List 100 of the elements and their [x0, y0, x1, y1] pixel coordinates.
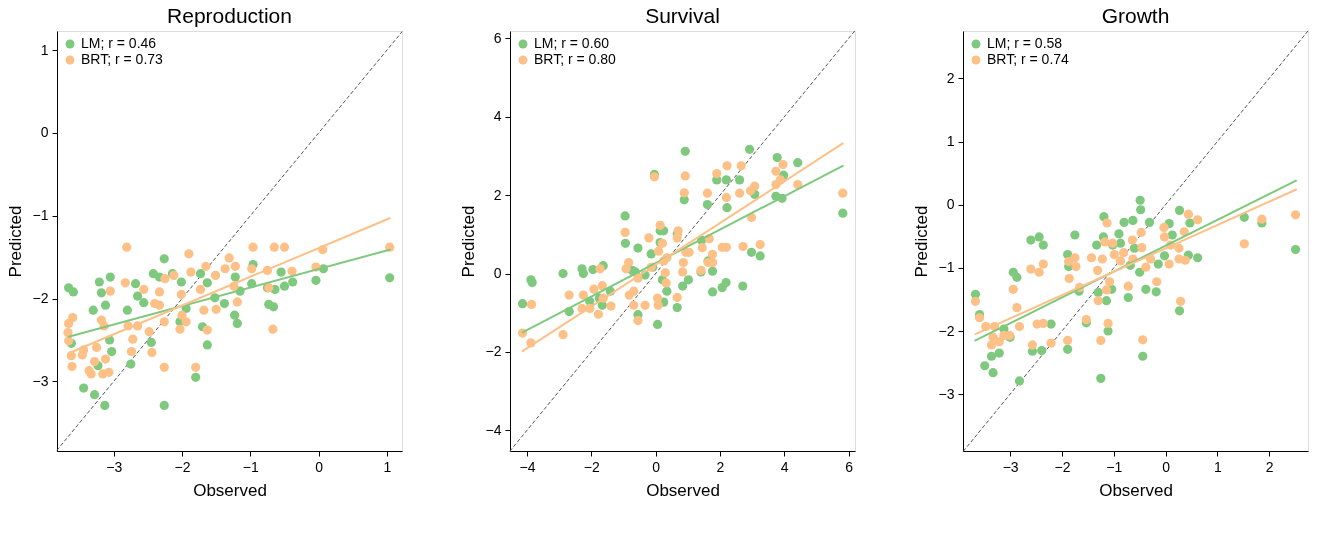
x-tick-label: −2	[1054, 458, 1071, 475]
point	[678, 281, 688, 291]
point	[1136, 205, 1146, 215]
x-tick-label: 2	[716, 458, 725, 475]
y-tick-label: −2	[485, 343, 502, 360]
legend-label: BRT; r = 0.73	[81, 51, 164, 67]
y-tick-label: −2	[32, 290, 49, 307]
point	[755, 251, 765, 261]
legend-label: BRT; r = 0.74	[987, 51, 1070, 67]
point	[633, 243, 643, 253]
point	[1026, 235, 1036, 245]
point	[202, 278, 212, 288]
y-tick-label: 1	[946, 133, 955, 150]
point	[1193, 253, 1203, 263]
x-tick-label: 4	[780, 458, 789, 475]
point	[734, 175, 745, 185]
point	[746, 247, 757, 257]
chart-title: Growth	[1101, 3, 1170, 27]
point	[1167, 230, 1177, 240]
point	[219, 298, 229, 309]
point	[702, 199, 713, 210]
y-tick-label: −1	[32, 207, 49, 224]
point	[107, 346, 117, 357]
x-tick-label: −1	[242, 458, 260, 475]
y-tick-label: 0	[493, 265, 502, 282]
y-tick-label: 6	[493, 29, 502, 46]
point	[1138, 351, 1148, 361]
point	[94, 277, 104, 287]
point	[1093, 287, 1103, 298]
point	[707, 287, 718, 297]
point	[722, 203, 732, 213]
point	[1135, 267, 1145, 277]
point	[159, 400, 169, 411]
point	[1174, 306, 1185, 316]
y-tick-label: −2	[938, 322, 955, 339]
point	[1290, 244, 1301, 255]
point	[662, 286, 672, 296]
point	[1101, 296, 1112, 306]
point	[202, 340, 212, 350]
point	[1114, 229, 1124, 239]
point	[100, 300, 111, 310]
point	[146, 337, 156, 348]
y-tick-label: 0	[946, 196, 955, 213]
x-tick-label: 1	[383, 458, 392, 475]
y-tick-label: −1	[938, 259, 955, 276]
point	[793, 158, 803, 168]
point	[986, 351, 997, 361]
point	[1185, 218, 1195, 228]
point	[89, 390, 100, 400]
point	[105, 272, 115, 282]
point	[311, 275, 321, 285]
y-axis-title: Predicted	[5, 205, 25, 278]
legend-label: LM; r = 0.58	[987, 35, 1063, 51]
point	[517, 299, 528, 309]
point	[980, 361, 990, 371]
point	[683, 275, 694, 285]
y-tick-label: −4	[485, 421, 502, 438]
point	[1037, 345, 1047, 356]
x-axis-title: Observed	[646, 480, 720, 500]
y-tick-label: 2	[493, 186, 502, 203]
legend-label: BRT; r = 0.80	[534, 51, 617, 67]
y-tick-label: −3	[938, 385, 955, 402]
point	[1012, 272, 1022, 282]
point	[620, 238, 631, 248]
point	[1014, 376, 1025, 386]
point	[276, 267, 286, 277]
point	[1153, 259, 1163, 269]
point	[385, 273, 395, 283]
y-axis-title: Predicted	[911, 205, 931, 278]
x-axis-title: Observed	[1099, 480, 1173, 500]
x-tick-label: −3	[106, 458, 123, 475]
x-tick-label: −4	[519, 458, 536, 475]
x-tick-label: −3	[1002, 458, 1019, 475]
point	[195, 269, 206, 279]
point	[268, 302, 279, 312]
x-tick-label: 1	[1213, 458, 1222, 475]
point	[1144, 217, 1155, 227]
point	[1063, 344, 1073, 354]
point	[191, 372, 201, 382]
point	[1151, 287, 1161, 297]
point	[232, 318, 242, 329]
point	[1096, 373, 1106, 383]
point	[230, 310, 240, 320]
point	[139, 298, 149, 308]
point	[1046, 319, 1056, 329]
point	[772, 152, 782, 163]
point	[79, 383, 89, 393]
point	[721, 175, 731, 185]
point	[672, 303, 682, 313]
point	[721, 277, 731, 288]
point	[1141, 284, 1151, 294]
legend-label: LM; r = 0.60	[534, 35, 610, 51]
point	[176, 277, 186, 287]
x-tick-label: 6	[845, 458, 854, 475]
x-tick-label: −2	[583, 458, 601, 475]
point	[1239, 212, 1249, 222]
point	[994, 348, 1004, 358]
point	[1115, 238, 1126, 248]
y-tick-label: 1	[40, 41, 49, 58]
y-tick-label: 4	[493, 108, 502, 125]
